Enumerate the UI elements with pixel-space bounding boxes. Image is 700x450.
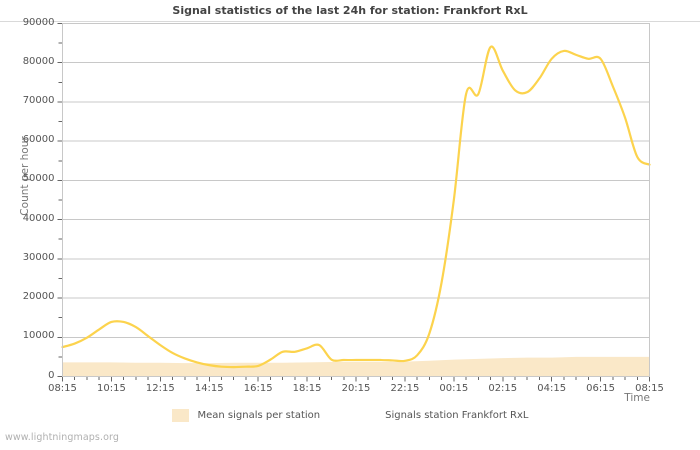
x-axis-tick-label: 04:15 bbox=[537, 382, 567, 394]
y-axis-tick-label: 90000 bbox=[22, 16, 55, 28]
legend-label-station-signals: Signals station Frankfort RxL bbox=[385, 410, 529, 421]
y-axis-tick-label: 40000 bbox=[22, 212, 55, 224]
y-axis-tick-label: 50000 bbox=[22, 173, 55, 185]
y-axis-tick-label: 70000 bbox=[22, 94, 55, 106]
watermark: www.lightningmaps.org bbox=[5, 432, 119, 443]
x-axis-tick-label: 08:15 bbox=[635, 382, 664, 394]
signals-station-line bbox=[61, 45, 651, 369]
x-axis-tick-label: 06:15 bbox=[586, 382, 615, 394]
area-swatch-icon bbox=[171, 409, 189, 422]
x-axis-title: Time bbox=[624, 392, 650, 404]
legend-label-mean-signals: Mean signals per station bbox=[197, 410, 321, 421]
x-axis-tick-label: 02:15 bbox=[488, 382, 518, 394]
x-axis-tick-label: 20:15 bbox=[341, 382, 371, 394]
x-axis-tick-label: 00:15 bbox=[439, 382, 469, 394]
x-axis-tick-label: 18:15 bbox=[292, 382, 322, 394]
x-axis-tick-label: 12:15 bbox=[145, 382, 175, 394]
chart-legend: Mean signals per station Signals station… bbox=[0, 409, 700, 422]
title-divider bbox=[0, 21, 700, 22]
x-axis-tick-label: 16:15 bbox=[243, 382, 273, 394]
y-axis-tick-label: 0 bbox=[48, 369, 55, 381]
mean-signals-area bbox=[62, 356, 650, 377]
legend-item-mean-signals[interactable]: Mean signals per station bbox=[171, 409, 321, 422]
y-axis-tick-label: 80000 bbox=[22, 55, 55, 67]
x-axis-tick-label: 10:15 bbox=[96, 382, 126, 394]
x-axis-tick-label: 08:15 bbox=[48, 382, 77, 394]
legend-item-station-signals[interactable]: Signals station Frankfort RxL bbox=[354, 410, 528, 421]
plot-frame bbox=[62, 23, 650, 377]
x-axis-tick-label: 22:15 bbox=[390, 382, 420, 394]
y-axis-tick-label: 10000 bbox=[22, 330, 55, 342]
x-axis-tick-label: 14:15 bbox=[194, 382, 224, 394]
y-axis-tick-label: 20000 bbox=[22, 291, 55, 303]
axis-ticks bbox=[57, 23, 650, 382]
y-axis-title: Count per hour bbox=[19, 136, 31, 216]
y-axis-tick-label: 30000 bbox=[22, 251, 55, 263]
y-axis-tick-label: 60000 bbox=[22, 134, 55, 146]
chart-title: Signal statistics of the last 24h for st… bbox=[172, 4, 528, 17]
gridlines bbox=[62, 23, 650, 338]
